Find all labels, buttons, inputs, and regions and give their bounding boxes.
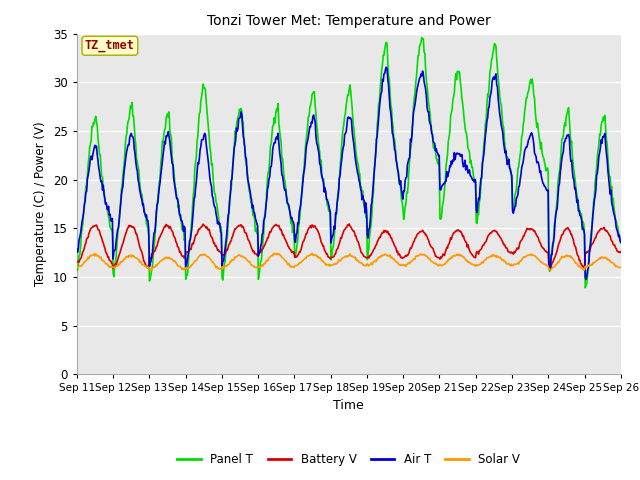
Legend: Panel T, Battery V, Air T, Solar V: Panel T, Battery V, Air T, Solar V bbox=[173, 448, 525, 471]
X-axis label: Time: Time bbox=[333, 399, 364, 412]
Text: TZ_tmet: TZ_tmet bbox=[85, 39, 135, 52]
Y-axis label: Temperature (C) / Power (V): Temperature (C) / Power (V) bbox=[35, 122, 47, 286]
Title: Tonzi Tower Met: Temperature and Power: Tonzi Tower Met: Temperature and Power bbox=[207, 14, 491, 28]
